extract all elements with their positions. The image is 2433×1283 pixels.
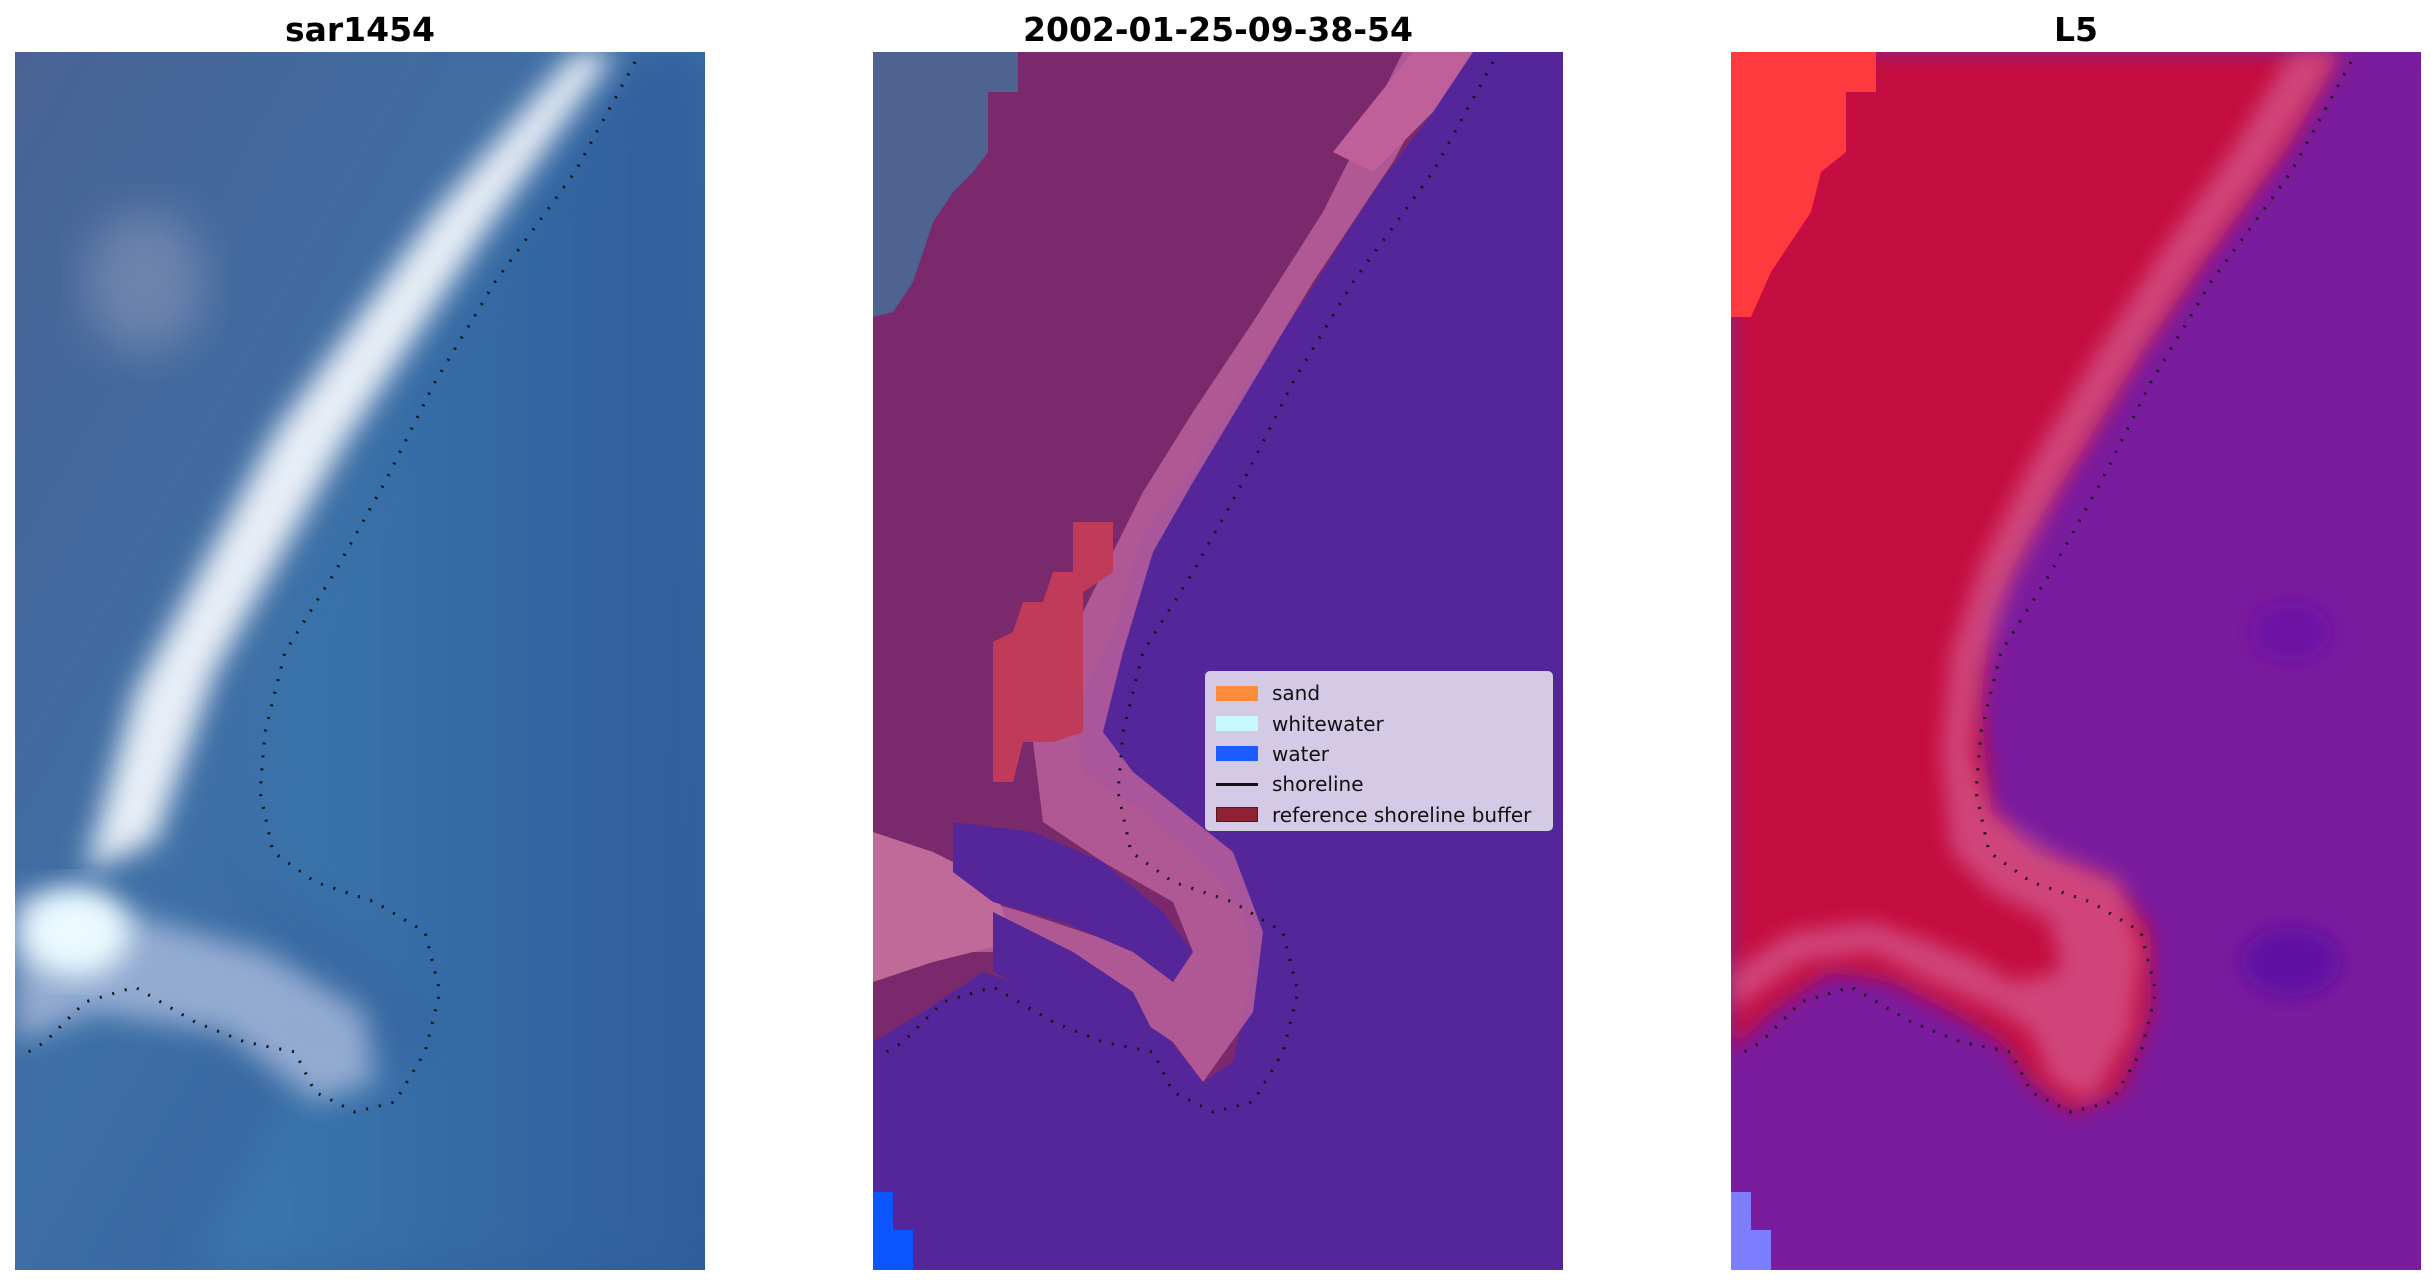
water-swatch — [1216, 746, 1258, 762]
panel-title-rgb: sar1454 — [284, 10, 436, 49]
legend-label-shoreline: shoreline — [1272, 772, 1364, 797]
buffer-swatch — [1216, 807, 1258, 823]
legend-label-water: water — [1272, 741, 1329, 766]
index-panel — [1731, 52, 2421, 1270]
whitewater-swatch — [1216, 716, 1258, 732]
classification-image — [873, 52, 1563, 1270]
rgb-image — [15, 52, 705, 1270]
sand-swatch — [1216, 685, 1258, 701]
legend-item-shoreline: shoreline — [1216, 769, 1542, 799]
legend-item-water: water — [1216, 739, 1542, 769]
legend-label-sand: sand — [1272, 681, 1321, 706]
classification-panel — [873, 52, 1563, 1270]
panel-title-classification: 2002-01-25-09-38-54 — [1023, 10, 1413, 49]
shoreline-line-swatch — [1216, 782, 1258, 786]
legend-label-buffer: reference shoreline buffer — [1272, 802, 1532, 827]
legend-item-sand: sand — [1216, 678, 1542, 708]
legend-label-whitewater: whitewater — [1272, 711, 1384, 736]
legend-item-whitewater: whitewater — [1216, 708, 1542, 738]
legend: sand whitewater water shoreline referenc… — [1205, 671, 1553, 831]
rgb-image-panel — [15, 52, 705, 1270]
index-image — [1731, 52, 2421, 1270]
panel-title-index: L5 — [2054, 10, 2098, 49]
legend-item-buffer: reference shoreline buffer — [1216, 800, 1542, 830]
